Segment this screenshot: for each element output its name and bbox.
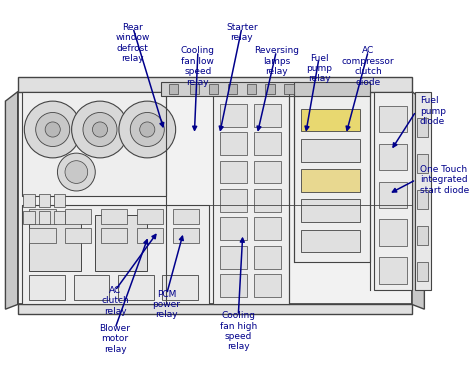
Bar: [228, 84, 237, 94]
Bar: [379, 181, 407, 208]
Bar: [294, 82, 370, 96]
Bar: [101, 228, 128, 243]
Text: AC
compressor
clutch
diode: AC compressor clutch diode: [342, 46, 394, 86]
Bar: [301, 109, 360, 131]
Bar: [173, 209, 199, 224]
Bar: [254, 274, 281, 297]
Bar: [254, 132, 281, 155]
Bar: [29, 275, 65, 300]
Bar: [54, 211, 65, 224]
Bar: [169, 84, 179, 94]
Polygon shape: [412, 92, 424, 309]
Bar: [209, 84, 218, 94]
Polygon shape: [294, 92, 370, 262]
Bar: [301, 169, 360, 192]
Bar: [173, 228, 199, 243]
Bar: [23, 211, 35, 224]
Polygon shape: [21, 92, 166, 196]
Circle shape: [24, 101, 81, 158]
Bar: [220, 104, 246, 126]
Bar: [54, 194, 65, 207]
Text: Reversing
lamps
relay: Reversing lamps relay: [254, 46, 299, 76]
Bar: [38, 194, 50, 207]
Bar: [137, 209, 164, 224]
Bar: [220, 246, 246, 269]
Circle shape: [72, 101, 128, 158]
Bar: [118, 275, 154, 300]
Bar: [220, 189, 246, 212]
Text: Fuel
pump
diode: Fuel pump diode: [420, 96, 446, 126]
Circle shape: [57, 153, 95, 191]
Polygon shape: [374, 92, 412, 290]
Bar: [220, 218, 246, 240]
Bar: [254, 246, 281, 269]
Bar: [417, 226, 428, 245]
Text: Cooling
fan low
speed
relay: Cooling fan low speed relay: [181, 46, 215, 86]
Bar: [29, 215, 81, 271]
Circle shape: [65, 161, 88, 183]
Bar: [220, 161, 246, 183]
Circle shape: [83, 112, 117, 147]
Bar: [379, 257, 407, 283]
Text: Cooling
fan high
speed
relay: Cooling fan high speed relay: [219, 311, 257, 351]
Bar: [254, 161, 281, 183]
Text: Rear
window
defrost
relay: Rear window defrost relay: [116, 23, 150, 63]
Polygon shape: [213, 92, 289, 304]
Polygon shape: [18, 77, 412, 92]
Bar: [162, 82, 299, 96]
Bar: [254, 104, 281, 126]
Bar: [301, 139, 360, 162]
Text: Blower
motor
relay: Blower motor relay: [100, 324, 130, 354]
Text: Fuel
pump
relay: Fuel pump relay: [306, 54, 332, 83]
Bar: [417, 154, 428, 173]
Text: Starter
relay: Starter relay: [226, 23, 258, 42]
Bar: [301, 200, 360, 222]
Bar: [417, 262, 428, 281]
Circle shape: [130, 112, 164, 147]
Bar: [65, 228, 91, 243]
Circle shape: [92, 122, 108, 137]
Bar: [163, 275, 198, 300]
Bar: [417, 190, 428, 209]
Circle shape: [36, 112, 70, 147]
Bar: [220, 132, 246, 155]
Bar: [379, 144, 407, 170]
Bar: [137, 228, 164, 243]
Circle shape: [45, 122, 60, 137]
Bar: [379, 219, 407, 246]
Bar: [95, 215, 147, 271]
Bar: [190, 84, 199, 94]
Polygon shape: [21, 205, 209, 304]
Circle shape: [119, 101, 176, 158]
Bar: [73, 275, 109, 300]
Bar: [101, 209, 128, 224]
Bar: [246, 84, 256, 94]
Text: One Touch
integrated
start diode: One Touch integrated start diode: [420, 165, 469, 195]
Bar: [38, 211, 50, 224]
Bar: [284, 84, 294, 94]
Bar: [417, 118, 428, 137]
Bar: [254, 189, 281, 212]
Text: AC
clutch
relay: AC clutch relay: [101, 286, 129, 316]
Bar: [254, 218, 281, 240]
Circle shape: [140, 122, 155, 137]
Bar: [265, 84, 275, 94]
Polygon shape: [18, 92, 412, 304]
Polygon shape: [18, 304, 412, 314]
Polygon shape: [5, 92, 18, 309]
Bar: [220, 274, 246, 297]
Polygon shape: [415, 92, 431, 290]
Bar: [65, 209, 91, 224]
Bar: [301, 230, 360, 253]
Bar: [29, 209, 55, 224]
Bar: [29, 228, 55, 243]
Bar: [379, 106, 407, 132]
Bar: [23, 194, 35, 207]
Text: PCM
power
relay: PCM power relay: [153, 290, 181, 319]
